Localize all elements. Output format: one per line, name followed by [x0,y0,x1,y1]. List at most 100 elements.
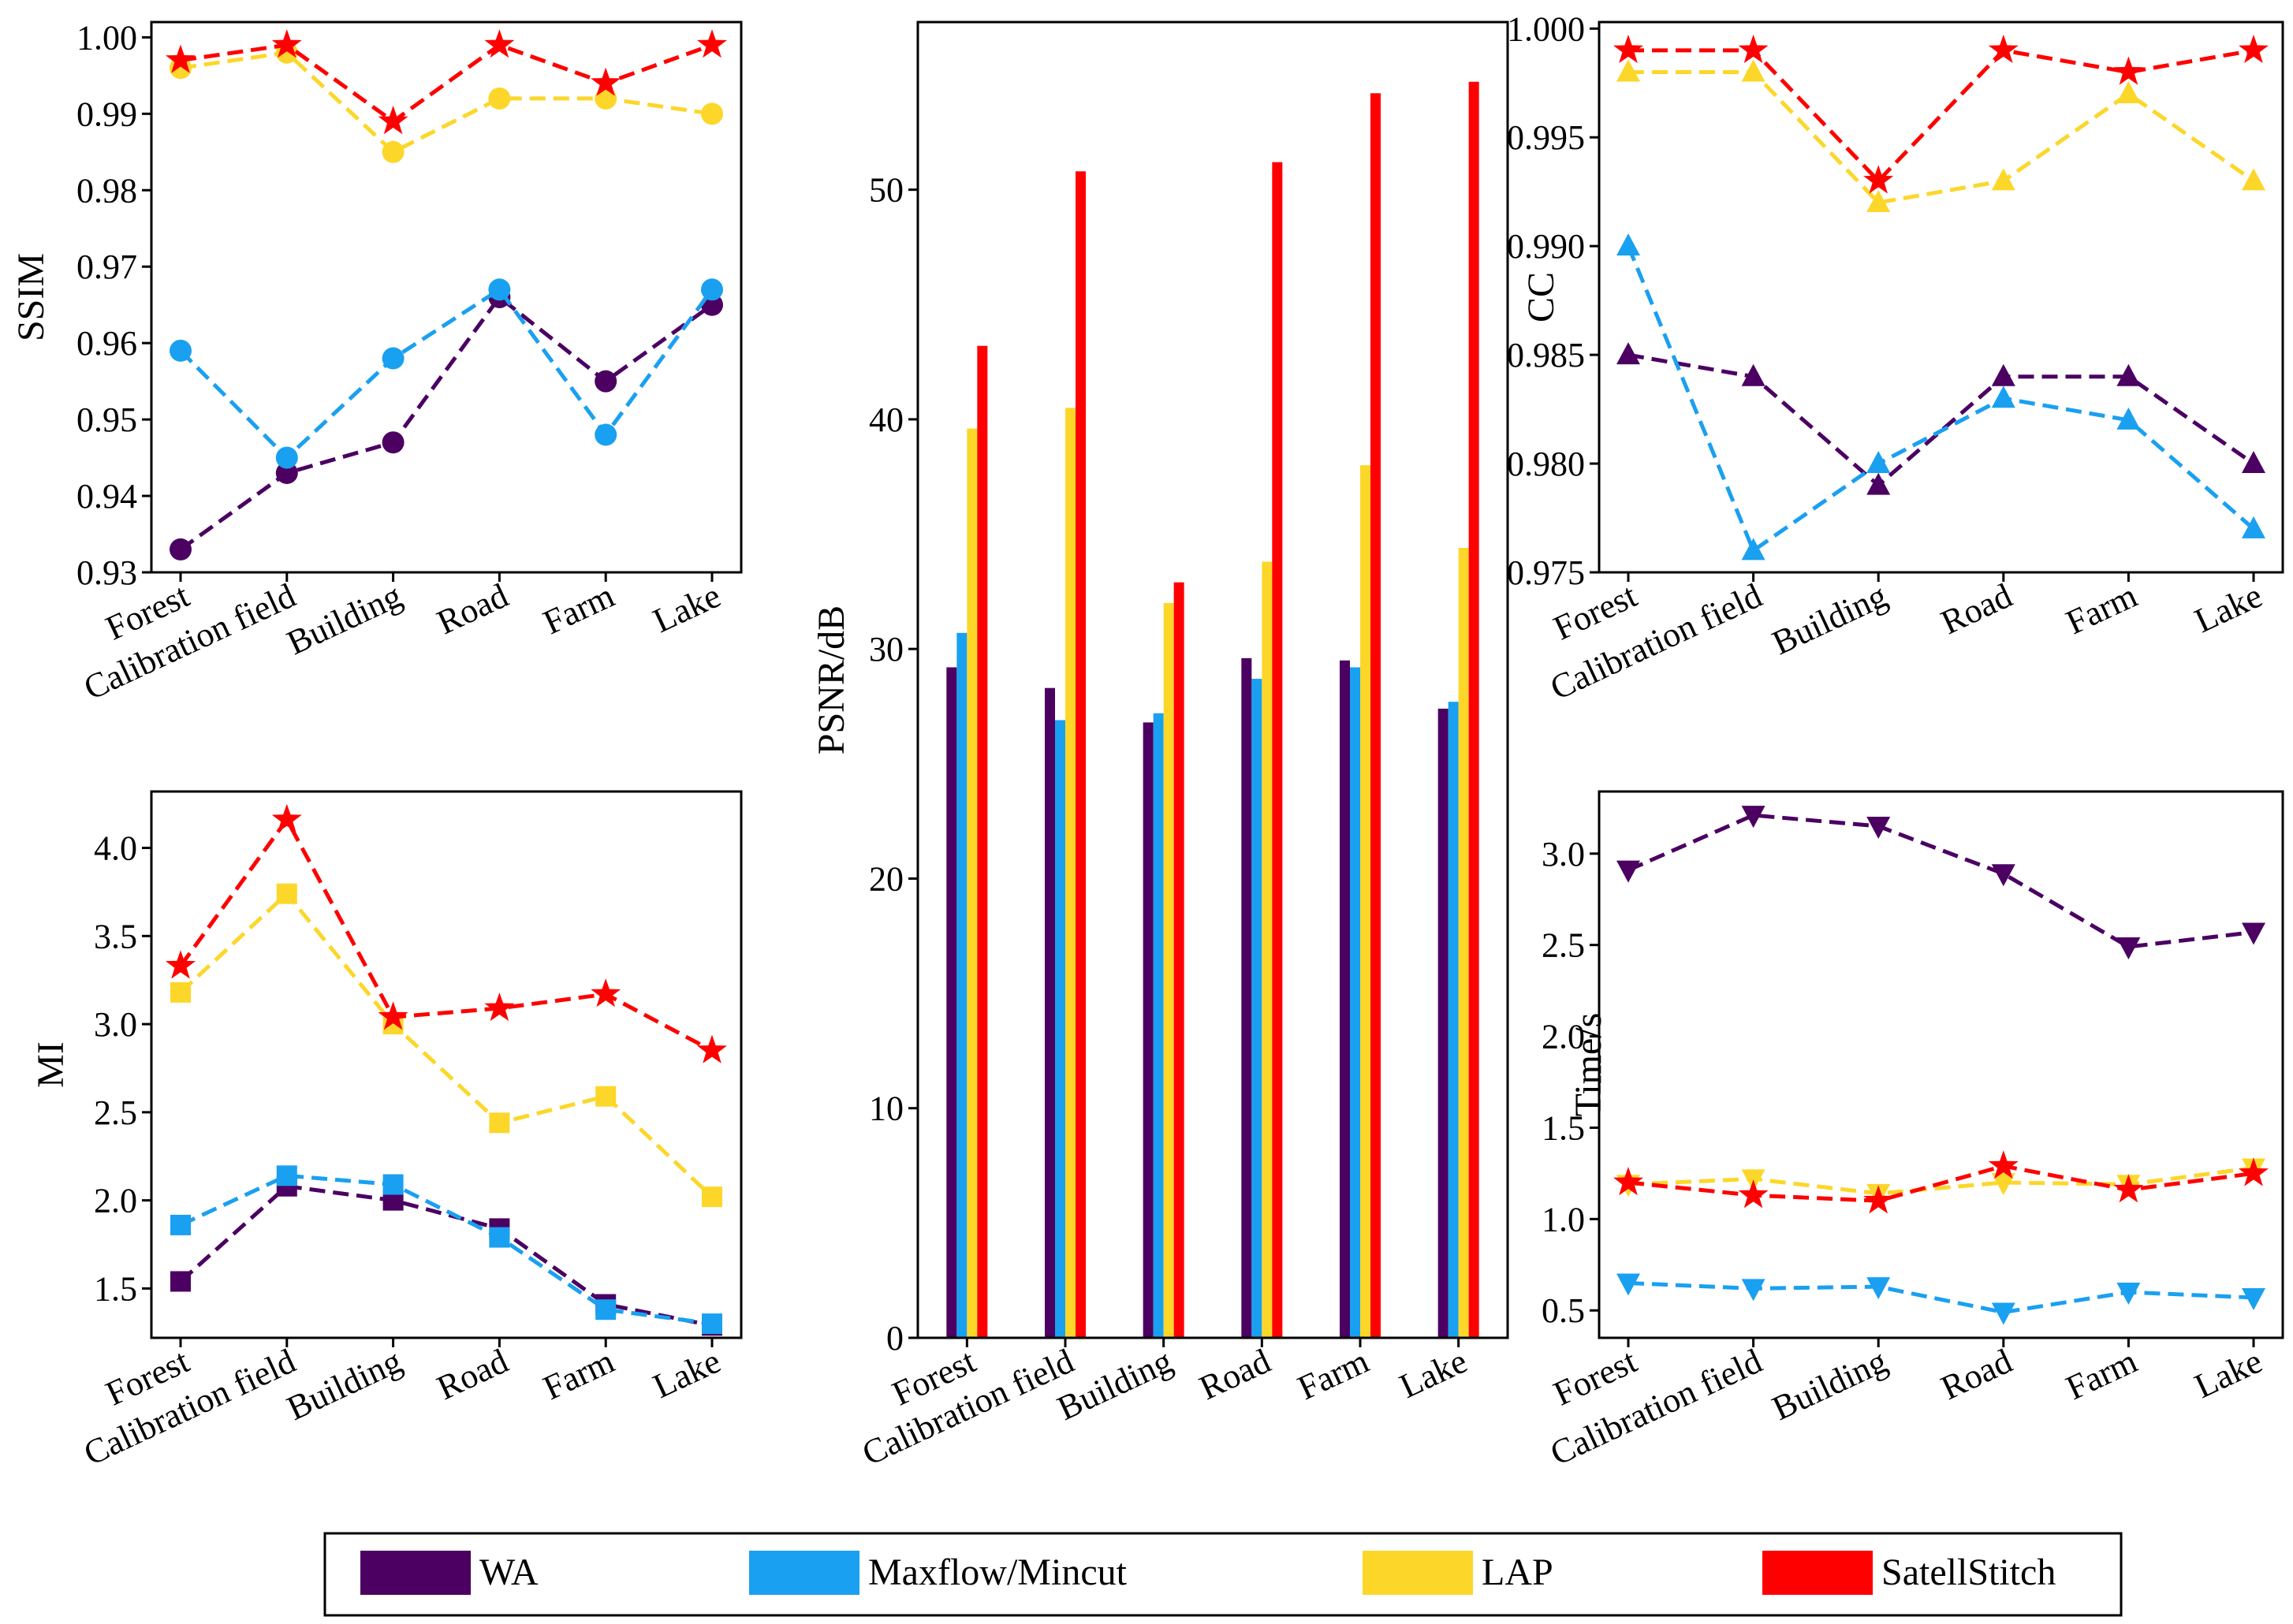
legend-swatch-maxflow-mincut [749,1551,859,1595]
bar-satellstitch-farm [1370,93,1381,1339]
point-wa-forest [170,1271,191,1292]
x-tick-label-lake: Lake [1393,1342,1472,1406]
point-satellstitch-forest [1613,1167,1643,1196]
bar-maxflow-mincut-farm [1350,667,1360,1338]
y-tick-label: 30 [869,630,904,669]
y-tick-label: 40 [869,400,904,439]
point-satellstitch-road [484,993,515,1022]
point-lap-lake [2242,168,2265,191]
y-tick-label: 4.0 [94,829,137,868]
legend-swatch-lap [1363,1551,1473,1595]
point-maxflow-mincut-building [382,1174,404,1195]
bar-wa-building [1143,722,1154,1338]
point-lap-lake [702,1186,722,1208]
point-maxflow-mincut-road [488,278,511,301]
x-tick-label-farm: Farm [538,1342,621,1408]
point-wa-forest [1616,342,1640,365]
legend-swatch-satellstitch [1762,1551,1873,1595]
y-tick-label: 0.990 [1507,227,1585,266]
x-tick-label-road: Road [1194,1342,1277,1408]
point-satellstitch-lake [697,1034,727,1063]
x-tick-label-farm: Farm [2060,1342,2143,1408]
series-line-satellstitch [178,816,714,1052]
y-tick-label: 2.0 [94,1182,137,1220]
point-wa-building [1866,472,1891,495]
x-tick-label-road: Road [1935,1342,2018,1408]
bar-satellstitch-road [1272,162,1283,1339]
legend-swatch-wa [360,1551,471,1595]
plot-frame [150,20,743,574]
plot-frame [1598,790,2284,1339]
point-wa-forest [1616,860,1640,883]
point-maxflow-mincut-calibration-field [275,446,298,469]
y-tick-label: 2.0 [1542,1018,1585,1056]
point-maxflow-mincut-building [1866,1277,1891,1300]
point-satellstitch-forest [1613,34,1643,63]
x-tick-label-building: Building [1052,1342,1178,1428]
bar-satellstitch-building [1173,582,1184,1338]
point-wa-building [382,431,405,454]
point-satellstitch-lake [2239,1157,2269,1186]
y-tick-label: 1.000 [1507,9,1585,48]
point-maxflow-mincut-lake [702,1313,722,1335]
y-tick-label: 0.975 [1507,553,1585,592]
y-tick-label: 1.0 [1542,1200,1585,1238]
point-wa-farm [2116,363,2141,386]
bar-maxflow-mincut-forest [956,632,968,1338]
y-tick-label: 10 [869,1089,904,1128]
y-axis-label: CC [1520,272,1562,322]
y-tick-label: 0.93 [76,553,137,592]
point-maxflow-mincut-lake [2242,516,2265,538]
point-maxflow-mincut-forest [170,1214,191,1235]
y-tick-label: 0.95 [76,400,137,439]
series-line-maxflow-mincut [179,286,714,461]
x-tick-label-lake: Lake [647,1342,726,1406]
legend-label-maxflow-mincut: Maxflow/Mincut [868,1551,1128,1593]
bar-lap-forest [967,428,978,1339]
point-satellstitch-farm [591,67,621,96]
point-wa-forest [170,538,192,561]
legend-item-lap: LAP [1363,1551,1553,1595]
point-lap-calibration-field [1741,59,1765,82]
plot-frame [150,790,743,1339]
point-satellstitch-calibration-field [271,803,302,832]
point-maxflow-mincut-calibration-field [276,1165,297,1186]
x-tick-label-road: Road [1935,576,2018,643]
point-maxflow-mincut-forest [170,339,192,362]
bar-wa-lake [1437,708,1449,1338]
point-maxflow-mincut-farm [595,1299,617,1320]
bar-wa-forest [946,667,957,1338]
x-tick-label-farm: Farm [2060,576,2143,643]
legend: WA Maxflow/Mincut LAP SatellStitch [323,1532,2123,1617]
point-satellstitch-road [1988,34,2019,63]
series-line-lap [180,50,713,155]
point-maxflow-mincut-road [1991,1302,2015,1325]
point-satellstitch-forest [166,950,196,979]
point-lap-forest [170,981,191,1003]
point-lap-lake [701,102,723,125]
series-line-maxflow-mincut [1627,1281,2254,1315]
y-tick-label: 3.0 [94,1005,137,1044]
point-lap-building [382,140,405,163]
bar-lap-building [1163,602,1174,1338]
plot-frame [1598,20,2284,574]
point-maxflow-mincut-road [489,1227,510,1248]
bar-lap-lake [1458,548,1469,1338]
y-tick-label: 3.5 [94,917,137,955]
point-wa-calibration-field [1741,363,1765,386]
point-lap-calibration-field [276,883,297,904]
x-tick-label-road: Road [431,576,514,643]
bar-lap-road [1262,561,1273,1338]
y-axis-label: PSNR/dB [811,605,852,754]
point-maxflow-mincut-calibration-field [1741,538,1765,561]
point-maxflow-mincut-building [382,347,405,370]
series-line-wa [179,294,714,551]
y-tick-label: 0.94 [76,477,137,516]
point-satellstitch-farm [2113,56,2144,85]
bar-satellstitch-forest [977,345,988,1339]
y-tick-label: 2.5 [1542,926,1585,965]
point-maxflow-mincut-farm [2116,1283,2141,1306]
bar-satellstitch-lake [1468,81,1479,1339]
